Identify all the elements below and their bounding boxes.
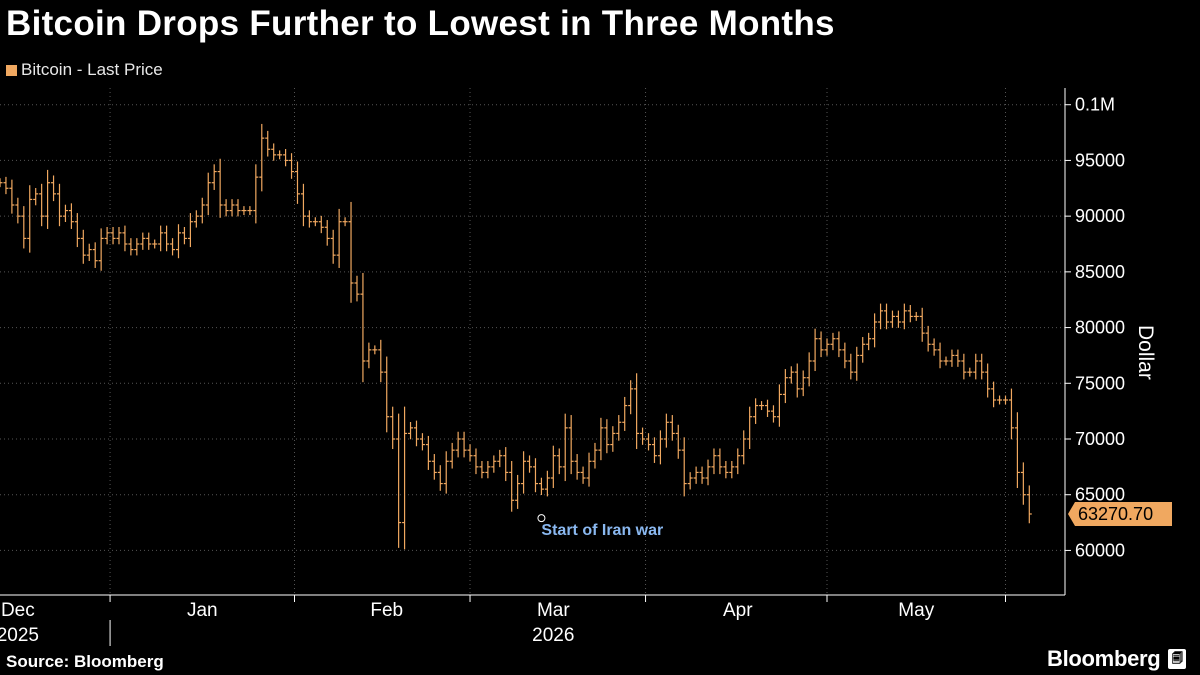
x-tick-label: Mar bbox=[537, 600, 570, 621]
y-tick-label: 60000 bbox=[1075, 540, 1125, 560]
x-tick-label: Feb bbox=[370, 600, 403, 621]
x-tick-label: Jan bbox=[187, 600, 218, 621]
y-tick-label: 95000 bbox=[1075, 150, 1125, 170]
last-value-flag bbox=[1068, 501, 1172, 526]
y-tick-label: 75000 bbox=[1075, 373, 1125, 393]
x-year-label: 2026 bbox=[532, 625, 574, 646]
y-tick-label: 85000 bbox=[1075, 262, 1125, 282]
brand-badge-icon: 🗐 bbox=[1168, 649, 1187, 669]
legend-swatch bbox=[6, 64, 17, 76]
y-tick-label: 0.1M bbox=[1075, 95, 1115, 115]
source-note: Source: Bloomberg bbox=[6, 652, 164, 671]
legend: Bitcoin - Last Price bbox=[6, 60, 163, 80]
annotation-marker bbox=[537, 514, 546, 523]
brand: Bloomberg 🗐 bbox=[1047, 646, 1187, 672]
x-tick-label: Dec bbox=[1, 600, 35, 621]
x-year-label: 2025 bbox=[0, 625, 39, 646]
brand-logo-text: Bloomberg bbox=[1047, 646, 1161, 671]
legend-label: Bitcoin - Last Price bbox=[21, 60, 163, 79]
x-tick-label: Apr bbox=[723, 600, 753, 621]
x-tick-label: May bbox=[898, 600, 934, 621]
last-value-label: 63270.70 bbox=[1078, 504, 1153, 524]
y-tick-label: 65000 bbox=[1075, 485, 1125, 505]
annotation-label: Start of Iran war bbox=[541, 522, 663, 539]
chart-title: Bitcoin Drops Further to Lowest in Three… bbox=[6, 4, 835, 43]
y-tick-label: 80000 bbox=[1075, 318, 1125, 338]
y-tick-label: 90000 bbox=[1075, 206, 1125, 226]
y-tick-label: 70000 bbox=[1075, 429, 1125, 449]
